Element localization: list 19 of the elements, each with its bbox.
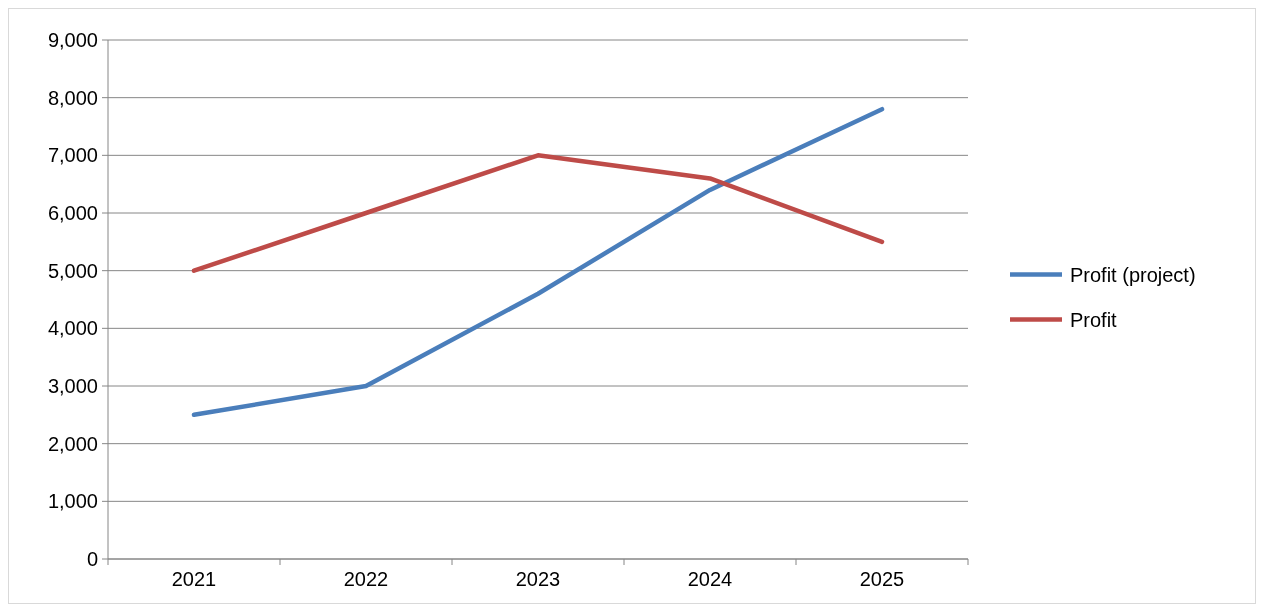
x-tick-label: 2021 <box>171 568 217 590</box>
x-tick-label: 2024 <box>687 568 733 590</box>
y-tick-label: 9,000 <box>47 29 98 51</box>
y-tick-label: 4,000 <box>47 317 98 340</box>
x-tick-label: 2022 <box>343 568 389 590</box>
y-tick-label: 3,000 <box>47 375 98 397</box>
y-tick-label: 0 <box>86 548 98 570</box>
y-tick-label: 8,000 <box>47 86 98 109</box>
x-tick-label: 2025 <box>859 568 905 590</box>
y-tick-label: 2,000 <box>47 432 98 455</box>
line-series <box>191 153 885 273</box>
y-tick-label: 1,000 <box>47 490 98 513</box>
y-tick-label: 5,000 <box>47 259 98 282</box>
line-series <box>191 106 885 418</box>
x-tick-label: 2023 <box>515 568 561 590</box>
y-tick-label: 7,000 <box>47 144 98 167</box>
legend-label: Profit (project) <box>1070 263 1196 286</box>
y-tick-label: 6,000 <box>47 202 98 224</box>
legend-label: Profit <box>1070 308 1118 331</box>
